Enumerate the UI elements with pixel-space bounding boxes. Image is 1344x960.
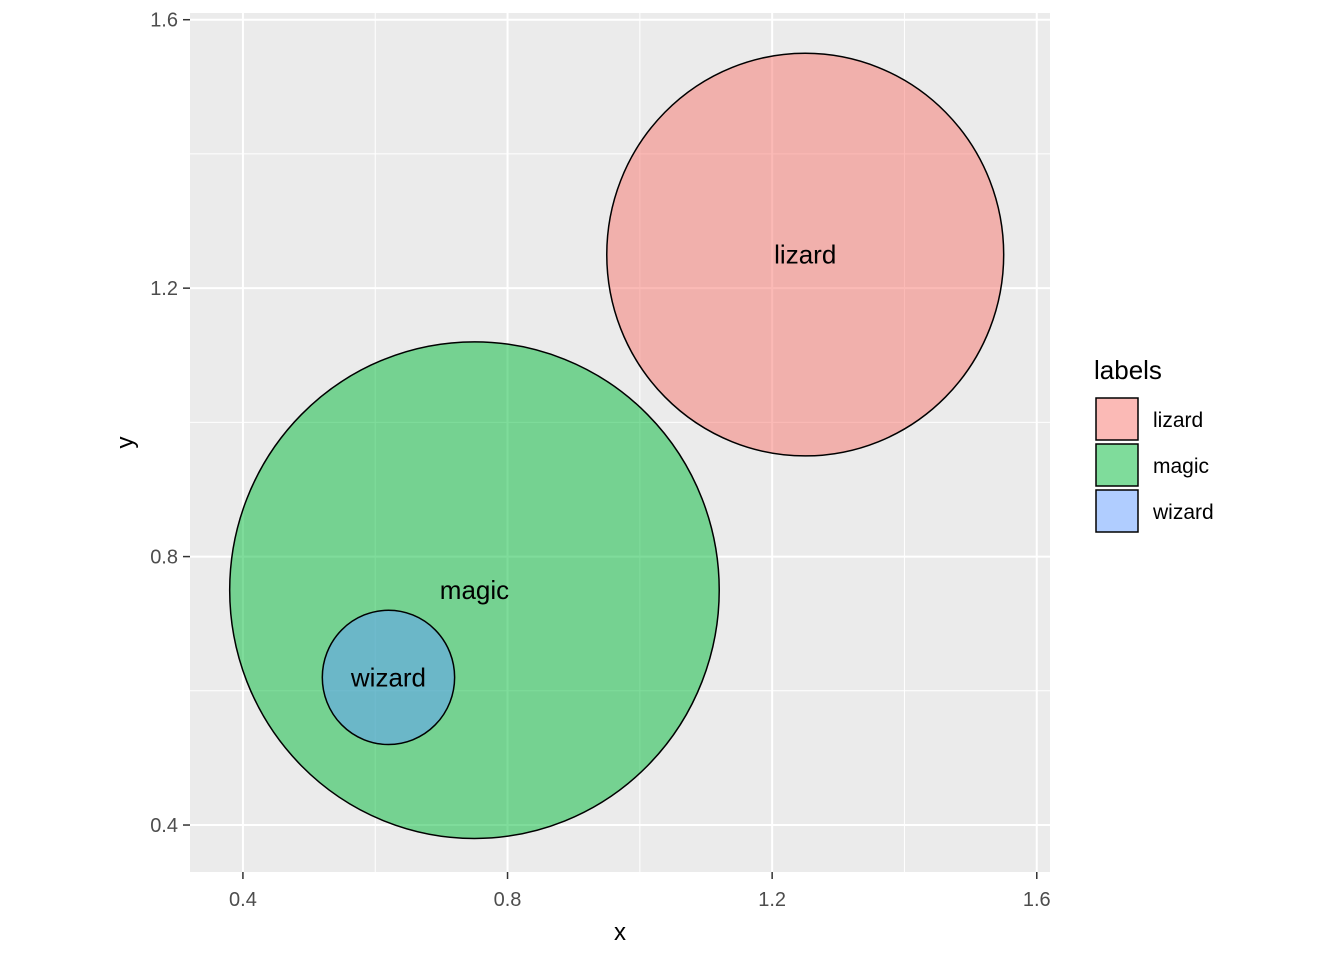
legend-label-lizard: lizard [1153,409,1203,432]
legend: labels lizard magic wizard [1094,355,1214,533]
y-axis: 0.4 0.8 1.2 1.6 [150,10,190,837]
legend-key-wizard [1095,489,1139,533]
circle-wizard [321,609,456,746]
circle-label-lizard: lizard [774,240,836,270]
legend-label-magic: magic [1153,455,1209,478]
y-tick-label: 1.6 [150,10,178,32]
legend-label-wizard: wizard [1152,501,1214,524]
x-tick-label: 0.4 [229,889,257,911]
x-tick-label: 1.6 [1023,889,1051,911]
circle-labels-layer: lizard magic wizard [350,240,836,693]
legend-title: labels [1094,355,1162,385]
x-axis: 0.4 0.8 1.2 1.6 [229,872,1051,911]
circle-label-magic: magic [440,575,509,605]
y-axis-title: y [112,437,139,449]
x-tick-label: 1.2 [758,889,786,911]
legend-key-magic [1095,443,1139,487]
x-tick-label: 0.8 [494,889,522,911]
circle-lizard [606,52,1005,457]
circle-label-wizard: wizard [350,662,426,692]
x-axis-title: x [614,919,626,946]
y-tick-label: 0.4 [150,815,178,837]
y-tick-label: 1.2 [150,278,178,300]
legend-key-lizard [1095,397,1139,441]
y-tick-label: 0.8 [150,547,178,569]
circles-layer [228,52,1005,840]
